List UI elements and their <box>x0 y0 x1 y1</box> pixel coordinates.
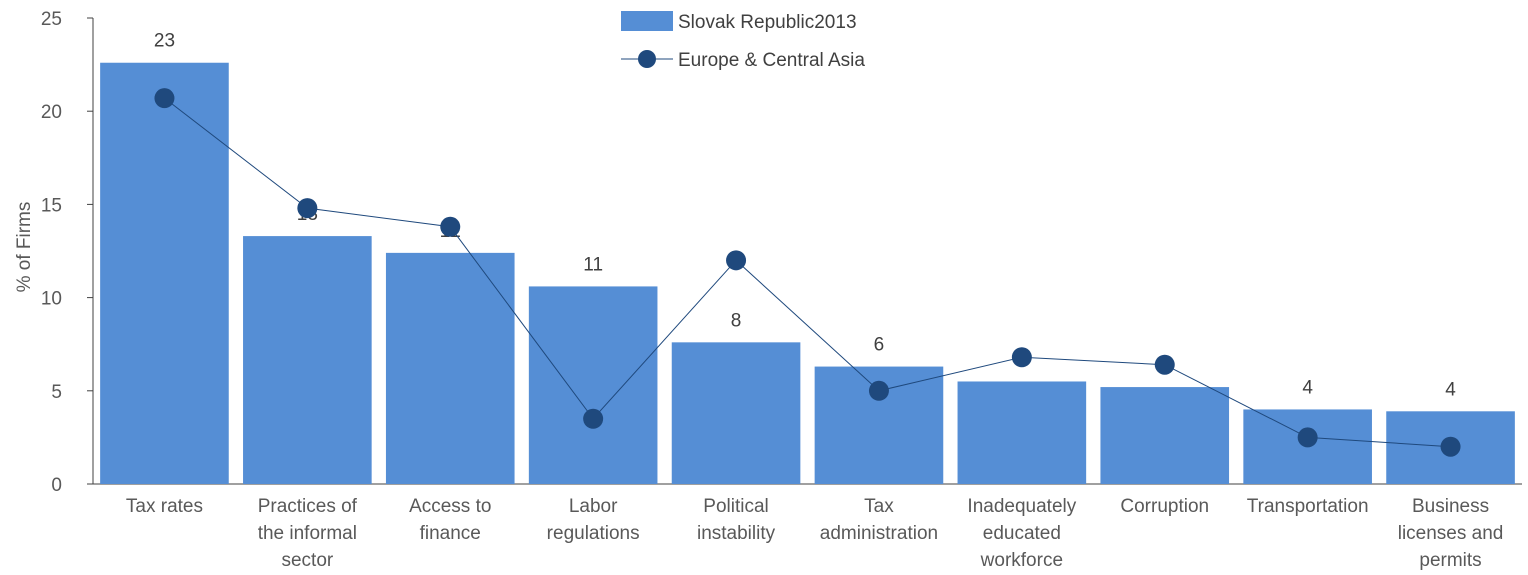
x-tick-label: Transportation <box>1247 496 1369 517</box>
bar <box>957 381 1087 484</box>
legend-swatch-bar <box>621 11 673 31</box>
x-tick-label-line: Tax rates <box>126 496 203 517</box>
category-labels-group: Tax rates Practices of the informal sector A… <box>126 496 1503 571</box>
line-point <box>1154 354 1175 375</box>
x-tick-label: Business licenses and permits <box>1398 496 1504 571</box>
x-tick-label-line: Corruption <box>1120 496 1209 517</box>
x-tick-label-line: Access to <box>409 496 491 517</box>
bar <box>243 236 372 484</box>
line-point <box>1297 427 1318 448</box>
x-tick-label-line: permits <box>1419 550 1481 571</box>
x-tick-label-line: educated <box>983 523 1061 544</box>
x-tick-label-line: Transportation <box>1247 496 1369 517</box>
line-point <box>440 216 461 237</box>
x-tick-label-line: Political <box>703 496 768 517</box>
x-tick-label: Tax administration <box>820 496 938 544</box>
x-tick-label-line: workforce <box>980 550 1063 571</box>
x-tick-label-line: Labor <box>569 496 618 517</box>
x-tick-label: Labor regulations <box>547 496 640 544</box>
line-series-path <box>164 97 1451 448</box>
y-tick-label: 5 <box>51 382 62 403</box>
x-tick-label: Practices of the informal sector <box>258 496 358 571</box>
line-series-group <box>154 88 1461 457</box>
x-tick-label-line: sector <box>281 550 333 571</box>
x-tick-label: Corruption <box>1120 496 1209 517</box>
y-tick-label: 0 <box>51 475 62 496</box>
legend-label-bar: Slovak Republic2013 <box>678 12 857 33</box>
line-point <box>1011 347 1032 368</box>
line-point <box>868 380 889 401</box>
y-tick-label: 10 <box>41 289 62 310</box>
x-tick-label: Political instability <box>697 496 776 544</box>
y-axis-label: % of Firms <box>14 202 35 293</box>
bar <box>528 286 658 484</box>
y-tick-label: 25 <box>41 9 62 30</box>
line-point <box>1440 436 1461 457</box>
x-tick-label-line: administration <box>820 523 938 544</box>
y-tick-label: 15 <box>41 195 62 216</box>
line-point <box>726 250 747 271</box>
x-tick-label-line: Business <box>1412 496 1489 517</box>
bar-data-label: 4 <box>1445 379 1456 400</box>
x-tick-label-line: instability <box>697 523 776 544</box>
x-tick-label-line: Tax <box>864 496 894 517</box>
x-tick-label-line: Practices of <box>258 496 358 517</box>
x-tick-label-line: licenses and <box>1398 523 1504 544</box>
bar <box>671 342 801 484</box>
x-tick-label-line: regulations <box>547 523 640 544</box>
x-tick-label-line: finance <box>420 523 481 544</box>
legend-label-line: Europe & Central Asia <box>678 50 865 71</box>
line-point <box>297 198 318 219</box>
bars-group <box>100 62 1515 485</box>
x-tick-label-line: Inadequately <box>967 496 1076 517</box>
x-tick-label: Access to finance <box>409 496 491 544</box>
line-point <box>154 88 175 109</box>
legend-swatch-marker <box>638 50 656 68</box>
x-tick-label: Inadequately educated workforce <box>967 496 1076 571</box>
bar-data-label: 4 <box>1302 377 1313 398</box>
bar-data-label: 11 <box>583 254 603 275</box>
x-tick-label-line: the informal <box>258 523 357 544</box>
y-tick-label: 20 <box>41 102 62 123</box>
x-tick-label: Tax rates <box>126 496 203 517</box>
bar <box>1100 387 1230 484</box>
legend: Slovak Republic2013 Europe & Central Asia <box>621 11 865 71</box>
bar <box>385 252 515 484</box>
bar-data-label: 6 <box>874 335 885 356</box>
bar-data-label: 23 <box>154 31 175 52</box>
bar <box>100 62 229 485</box>
line-point <box>583 408 604 429</box>
bar-data-label: 8 <box>731 310 742 331</box>
